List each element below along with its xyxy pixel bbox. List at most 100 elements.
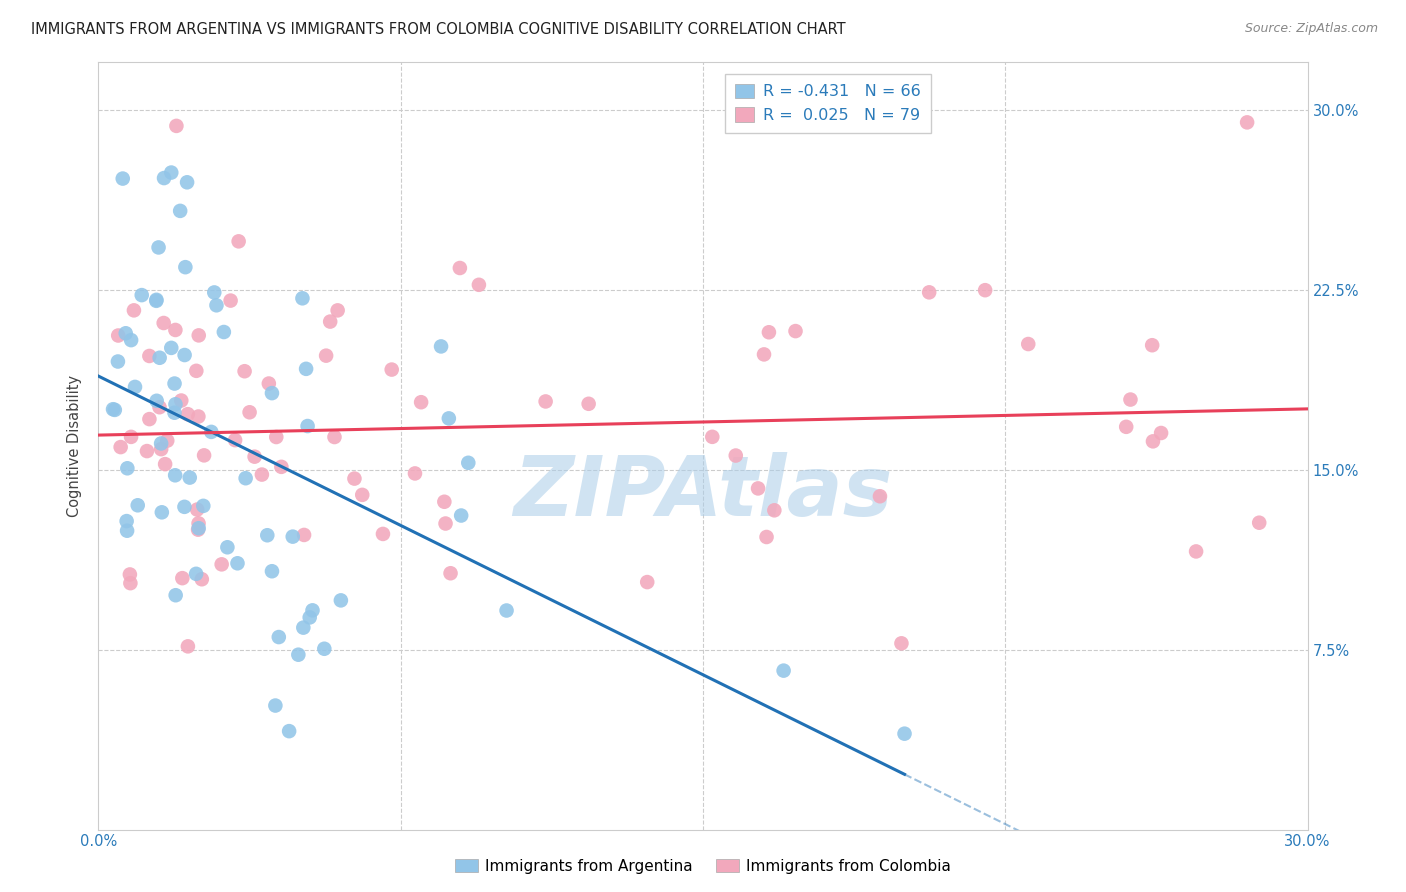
Point [187,523,209,537]
Point [287,648,309,662]
Point [1142,434,1164,449]
Point [172,571,194,585]
Point [184,566,207,581]
Point [193,499,215,513]
Point [450,508,472,523]
Point [291,291,314,305]
Point [758,325,780,339]
Point [107,328,129,343]
Point [145,293,167,308]
Point [1119,392,1142,407]
Point [160,165,183,179]
Point [200,425,222,439]
Point [150,436,173,450]
Point [257,376,280,391]
Point [127,498,149,512]
Text: IMMIGRANTS FROM ARGENTINA VS IMMIGRANTS FROM COLOMBIA COGNITIVE DISABILITY CORRE: IMMIGRANTS FROM ARGENTINA VS IMMIGRANTS … [31,22,845,37]
Point [319,315,342,329]
Point [772,664,794,678]
Point [165,468,187,483]
Point [1115,419,1137,434]
Point [115,514,138,528]
Point [179,470,201,484]
Point [187,409,209,424]
Point [165,323,187,337]
Point [267,630,290,644]
Point [449,260,471,275]
Point [430,339,453,353]
Point [228,235,250,249]
Point [148,401,170,415]
Point [323,430,346,444]
Point [205,298,228,312]
Point [752,347,775,361]
Point [918,285,941,300]
Point [702,430,724,444]
Point [297,419,319,434]
Point [191,572,214,586]
Point [264,430,287,444]
Point [239,405,262,419]
Point [186,364,208,378]
Point [534,394,557,409]
Point [120,430,142,444]
Point [869,489,891,503]
Point [120,576,142,591]
Point [292,528,315,542]
Point [120,333,142,347]
Point [118,567,141,582]
Point [186,502,208,516]
Point [292,621,315,635]
Point [457,456,479,470]
Point [755,530,778,544]
Point [1140,338,1163,352]
Point [890,636,912,650]
Point [217,541,239,555]
Point [785,324,807,338]
Point [165,397,187,411]
Point [226,556,249,570]
Point [224,433,246,447]
Point [260,564,283,578]
Point [138,412,160,426]
Point [250,467,273,482]
Point [148,240,170,254]
Point [145,393,167,408]
Point [1150,425,1173,440]
Point [281,530,304,544]
Point [278,724,301,739]
Point [468,277,491,292]
Y-axis label: Cognitive Disability: Cognitive Disability [67,375,83,517]
Point [1236,115,1258,129]
Point [893,726,915,740]
Point [235,471,257,485]
Text: Source: ZipAtlas.com: Source: ZipAtlas.com [1244,22,1378,36]
Point [434,516,457,531]
Point [270,459,292,474]
Point [243,450,266,464]
Point [256,528,278,542]
Point [371,527,394,541]
Point [110,440,132,454]
Point [202,285,225,300]
Text: ZIPAtlas: ZIPAtlas [513,451,893,533]
Point [404,467,426,481]
Point [1249,516,1271,530]
Point [187,516,209,531]
Point [177,407,200,421]
Point [163,376,186,391]
Point [1185,544,1208,558]
Point [173,500,195,514]
Point [437,411,460,425]
Point [433,495,456,509]
Point [329,593,352,607]
Point [145,293,167,307]
Point [578,397,600,411]
Point [974,283,997,297]
Point [111,171,134,186]
Point [104,403,127,417]
Point [352,488,374,502]
Point [149,351,172,365]
Point [150,505,173,519]
Point [156,434,179,448]
